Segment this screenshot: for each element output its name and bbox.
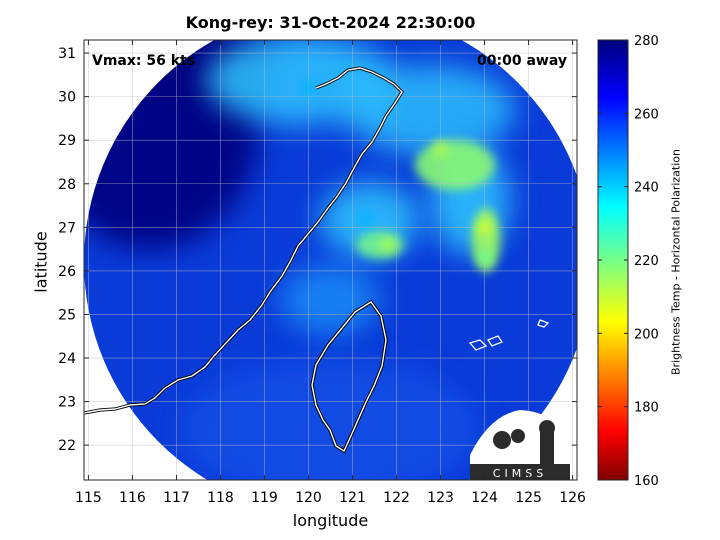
x-tick-label: 125 [515, 490, 542, 506]
cimss-logo: CIMSS [470, 410, 570, 480]
coastlines [84, 66, 550, 454]
band-inner-south [280, 265, 380, 335]
feature-layer [301, 80, 492, 265]
x-tick-label: 126 [559, 490, 586, 506]
x-tick-label: 121 [339, 490, 366, 506]
cyan-band-ne [345, 65, 515, 155]
axes-frame [83, 39, 578, 481]
logo-tower-top [539, 420, 555, 436]
cyan-band-north [301, 80, 316, 95]
y-tick-label: 23 [58, 395, 76, 411]
colorbar-tick-label: 280 [634, 34, 659, 49]
logo-text: CIMSS [493, 467, 547, 480]
y-tick-label: 31 [58, 46, 76, 62]
cold-region-nw [84, 40, 260, 250]
x-tick-label: 122 [383, 490, 410, 506]
colorbar-tick-label: 220 [634, 254, 659, 269]
warm-rainband-east-2 [477, 220, 492, 235]
island-2 [487, 335, 503, 347]
y-tick-label: 30 [58, 90, 76, 106]
logo-bar [470, 464, 570, 480]
green-inner-core [356, 231, 404, 259]
chart-title: Kong-rey: 31-Oct-2024 22:30:00 [185, 13, 476, 32]
x-tick-label: 123 [427, 490, 454, 506]
x-tick-label: 120 [295, 490, 322, 506]
colorbar-ticks: 160 180 200 220 240 260 280 [598, 34, 659, 489]
island-3 [537, 319, 550, 328]
swath-image [84, 40, 577, 480]
y-tick-label: 25 [58, 307, 76, 323]
x-axis-label: longitude [292, 511, 369, 530]
y-tick-label: 29 [58, 133, 76, 149]
inner-core-band [380, 237, 395, 252]
colorbar-tick-label: 240 [634, 181, 659, 196]
y-tick-label: 28 [58, 177, 76, 193]
vmax-annotation: Vmax: 56 kts [92, 53, 196, 69]
taiwan-coast [311, 301, 387, 453]
colorbar-tick-label: 260 [634, 107, 659, 122]
colorbar-label: Brightness Temp - Horizontal Polarizatio… [669, 149, 683, 375]
china-coast [84, 67, 403, 414]
logo-dish-1 [493, 431, 511, 449]
time-away-annotation: 00:00 away [477, 53, 567, 69]
x-tick-label: 118 [207, 490, 234, 506]
island-1 [468, 339, 488, 351]
y-tick-label: 27 [58, 220, 76, 236]
colorbar-tick-label: 160 [634, 474, 659, 489]
warm-rainband-east-3 [477, 250, 492, 265]
y-tick-label: 24 [58, 351, 76, 367]
grid [84, 40, 577, 480]
logo-dish-2 [511, 429, 525, 443]
colorbar-tick-label: 180 [634, 401, 659, 416]
y-tick-label: 26 [58, 264, 76, 280]
logo-tower [540, 428, 554, 464]
cyan-band-mid [358, 211, 373, 226]
y-tick-label: 22 [58, 438, 76, 454]
colorbar-tick-label: 200 [634, 327, 659, 342]
x-tick-label: 119 [251, 490, 278, 506]
green-band-ne [415, 140, 495, 190]
warm-rainband-east-1 [433, 141, 448, 156]
axis-ticks: 115 116 117 118 119 120 121 122 123 124 125 126 22 23… [58, 40, 586, 506]
x-tick-label: 115 [75, 490, 102, 506]
x-tick-label: 116 [119, 490, 146, 506]
colorbar [597, 39, 629, 481]
x-tick-label: 117 [163, 490, 190, 506]
x-tick-label: 124 [471, 490, 498, 506]
y-axis-label: latitude [31, 231, 51, 293]
